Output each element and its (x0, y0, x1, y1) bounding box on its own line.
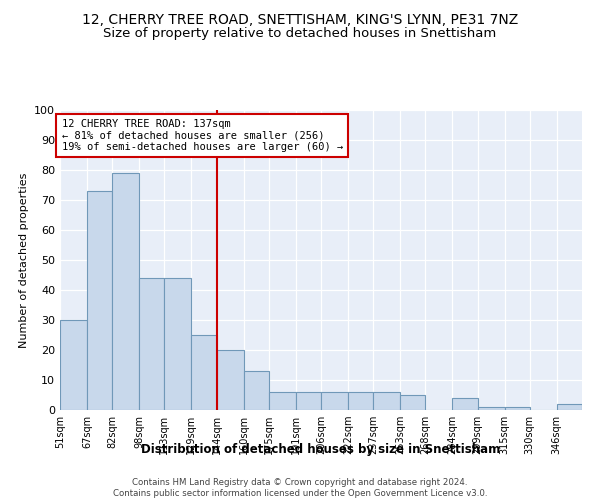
Bar (244, 371, 269, 410)
Bar (373, 392, 400, 410)
Y-axis label: Number of detached properties: Number of detached properties (19, 172, 29, 348)
Bar (87, 191, 112, 410)
Bar (400, 395, 425, 410)
Bar (269, 392, 296, 410)
Text: 12, CHERRY TREE ROAD, SNETTISHAM, KING'S LYNN, PE31 7NZ: 12, CHERRY TREE ROAD, SNETTISHAM, KING'S… (82, 12, 518, 26)
Bar (505, 407, 530, 410)
Bar (217, 350, 244, 410)
Bar (139, 278, 164, 410)
Bar (296, 392, 321, 410)
Bar (557, 404, 582, 410)
Bar (348, 392, 373, 410)
Bar (321, 392, 348, 410)
Text: Size of property relative to detached houses in Snettisham: Size of property relative to detached ho… (103, 28, 497, 40)
Text: 12 CHERRY TREE ROAD: 137sqm
← 81% of detached houses are smaller (256)
19% of se: 12 CHERRY TREE ROAD: 137sqm ← 81% of det… (62, 119, 343, 152)
Bar (191, 335, 217, 410)
Bar (112, 173, 139, 410)
Text: Contains HM Land Registry data © Crown copyright and database right 2024.
Contai: Contains HM Land Registry data © Crown c… (113, 478, 487, 498)
Bar (60, 320, 87, 410)
Bar (452, 398, 478, 410)
Bar (164, 278, 191, 410)
Text: Distribution of detached houses by size in Snettisham: Distribution of detached houses by size … (142, 442, 500, 456)
Bar (478, 407, 505, 410)
